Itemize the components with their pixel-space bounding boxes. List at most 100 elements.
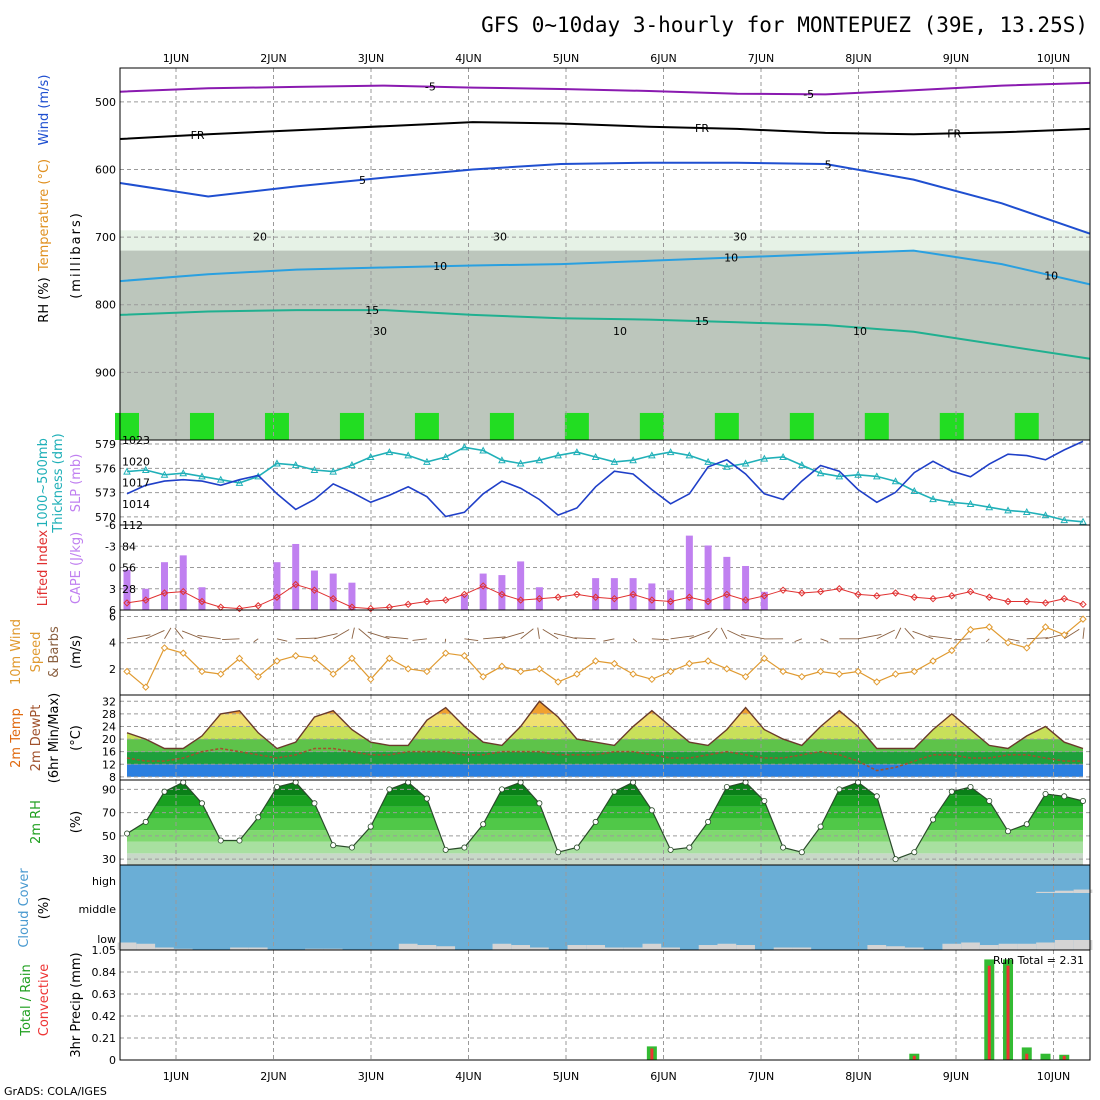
wind-speed-point	[123, 667, 131, 676]
wind-tick-label: 6	[109, 611, 116, 624]
lifted-index-point	[723, 590, 731, 599]
contour-label: FR	[947, 127, 961, 140]
wind-barb	[689, 630, 710, 640]
wind-speed-point	[948, 646, 956, 655]
top-x-tick-label: 10JUN	[1037, 52, 1071, 65]
wind-speed-point	[666, 667, 675, 676]
lifted-index-point	[198, 597, 206, 606]
rh-point	[161, 788, 168, 795]
rh-point	[198, 800, 205, 807]
thickness-point	[385, 448, 394, 456]
rh-point	[667, 846, 674, 853]
thickness-point	[910, 486, 919, 494]
rh-point	[386, 786, 393, 793]
lifted-index-point	[704, 597, 712, 606]
wind-barb	[1064, 628, 1080, 640]
precip-convective-bar	[1006, 965, 1010, 1060]
lifted-index-point	[666, 597, 675, 606]
lifted-index-point	[873, 592, 881, 600]
thickness-point	[741, 459, 750, 467]
pressure-tick-label: 900	[95, 366, 116, 379]
rh-point	[405, 779, 412, 786]
contour-label: 10	[853, 325, 867, 338]
rh-point	[967, 783, 974, 790]
thickness-point	[966, 499, 975, 507]
wind-speed-point	[291, 652, 300, 660]
lifted-index-point	[123, 599, 131, 607]
slp-tick-label: 1023	[122, 434, 150, 447]
wind-speed-point	[610, 659, 619, 668]
thickness-point	[310, 465, 319, 473]
rh-point	[855, 779, 862, 786]
wind-speed-point	[798, 672, 806, 681]
isotherm-10	[119, 249, 1091, 286]
contour-label: 30	[373, 325, 387, 338]
cape-bar	[348, 582, 356, 610]
thickness-point	[704, 457, 712, 465]
temp-tick-label: 20	[102, 733, 116, 746]
lifted-index-point	[516, 596, 525, 604]
wind-barb	[222, 638, 240, 641]
cloud-unit-label: (%)	[37, 897, 52, 920]
cloud-low-cell	[436, 946, 456, 950]
contour-label: 10	[433, 260, 447, 273]
cape-bar	[123, 569, 131, 610]
wind-barb	[820, 638, 829, 642]
wind-speed-point	[854, 667, 862, 676]
wind-barb	[276, 638, 288, 642]
cloud-low-cell	[904, 947, 924, 950]
cape-bar	[685, 535, 693, 610]
thickness-point	[423, 457, 431, 465]
bottom-x-tick-label: 6JUN	[650, 1070, 677, 1083]
rh-point	[817, 823, 824, 830]
wind-barb	[720, 627, 728, 639]
bottom-x-tick-label: 5JUN	[553, 1070, 580, 1083]
wind-barb	[670, 635, 694, 640]
rh-tick-label: 30	[102, 853, 116, 866]
cloud-low-cell	[323, 948, 343, 950]
thickness-tick-label: 570	[95, 511, 116, 524]
wind-barb	[857, 633, 882, 640]
thickness-point	[291, 461, 300, 469]
temp-axis-label: (6hr Min/Max)	[47, 693, 62, 783]
rh-point	[611, 788, 618, 795]
wind-speed-point	[779, 667, 787, 676]
temp-stripe	[127, 751, 1083, 765]
lifted-index-point	[760, 592, 769, 600]
thickness-point	[179, 469, 188, 477]
cape-bar	[498, 575, 506, 610]
cape-bar	[292, 543, 300, 610]
top-x-tick-label: 8JUN	[845, 52, 872, 65]
contour-label: 5	[825, 159, 832, 172]
isotherm-15	[119, 309, 1091, 360]
bottom-x-tick-label: 10JUN	[1037, 1070, 1071, 1083]
rh-stripe	[127, 818, 1083, 831]
wind-speed-point	[629, 670, 637, 678]
rh-point	[292, 779, 299, 786]
cape-axis-label: CAPE (J/kg)	[69, 532, 84, 604]
cloud-low-cell	[773, 947, 793, 950]
cloud-tick-label: middle	[78, 903, 116, 916]
thickness-point	[1079, 517, 1087, 525]
thickness-point	[985, 503, 994, 511]
rh-point	[1005, 828, 1012, 835]
wind-barb	[358, 628, 371, 640]
precip-unit-label: 3hr Precip (mm)	[69, 952, 84, 1057]
rh-point	[480, 821, 487, 828]
thickness-point	[441, 452, 450, 460]
rh-cell-moist	[489, 412, 514, 440]
rh-point	[592, 818, 599, 825]
rh-point	[742, 779, 749, 786]
rh-cell-moist	[864, 412, 889, 440]
wind-speed-point	[648, 675, 656, 684]
lifted-index-point	[142, 596, 150, 604]
cloud-high-cell	[1054, 890, 1074, 893]
slp-axis-label: SLP (mb)	[69, 454, 84, 513]
cloud-low-cell	[173, 948, 193, 950]
cloud-low-cell	[698, 945, 718, 950]
rh-line	[126, 781, 1084, 860]
thickness-point	[1041, 511, 1050, 519]
thickness-point	[516, 459, 525, 467]
rh-cell-moist	[339, 412, 364, 440]
rh-point	[498, 786, 505, 793]
